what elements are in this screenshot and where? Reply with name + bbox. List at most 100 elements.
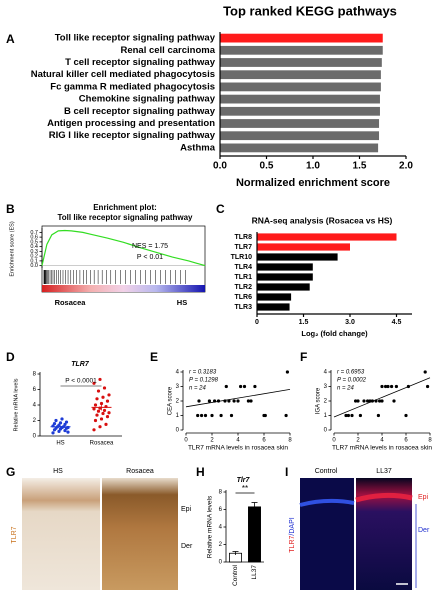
panel-letter: C xyxy=(216,202,225,216)
y-tick-label: 0.0 xyxy=(30,263,38,269)
panel-letter: A xyxy=(6,32,15,46)
data-point xyxy=(101,411,105,416)
y-tick-label: 0.6 xyxy=(30,235,38,241)
annotation: P = 0.1298 xyxy=(189,378,219,384)
x-tick-label: 1.5 xyxy=(353,161,367,172)
data-point xyxy=(354,399,358,403)
panel-i: I Control LL37 TLR7/DAPI Epi Der xyxy=(285,465,430,590)
data-point xyxy=(376,413,380,418)
data-point xyxy=(197,399,201,403)
y-tick-label: 0 xyxy=(33,434,37,440)
data-point xyxy=(104,422,108,426)
y-tick-label: 6 xyxy=(219,507,223,513)
y-tick-label: 4 xyxy=(33,403,37,409)
y-tick-label: 3 xyxy=(324,384,328,390)
annotation: P = 0.0002 xyxy=(337,378,367,384)
chart-title: RNA-seq analysis (Rosacea vs HS) xyxy=(252,215,393,225)
data-point xyxy=(285,370,289,374)
bar xyxy=(257,233,397,241)
x-tick-label: 2.0 xyxy=(399,161,413,172)
data-point xyxy=(57,429,61,433)
annotation: P < 0.0001 xyxy=(65,378,97,385)
bar xyxy=(257,303,290,311)
x-tick-label: LL37 xyxy=(251,565,258,580)
category-label: T cell receptor signaling pathway xyxy=(65,57,216,68)
bar xyxy=(220,143,379,153)
x-axis-label: TLR7 mRNA levels in rosacea skin xyxy=(332,445,432,452)
data-point xyxy=(362,399,366,403)
data-point xyxy=(96,409,101,413)
x-tick-label: 2 xyxy=(210,438,214,444)
category-label: TLR4 xyxy=(235,264,253,271)
bar xyxy=(257,273,313,281)
y-tick-label: 8 xyxy=(33,372,37,378)
y-axis-label: CEA score xyxy=(168,386,174,415)
data-point xyxy=(346,413,350,418)
y-tick-label: 0.1 xyxy=(30,258,38,264)
y-tick-label: 8 xyxy=(219,490,223,496)
data-point xyxy=(392,399,396,403)
data-point xyxy=(386,384,390,389)
data-point xyxy=(284,413,288,418)
category-label: TLR7 xyxy=(235,244,253,251)
column-label: Rosacea xyxy=(126,468,154,475)
annotation: n = 24 xyxy=(189,386,207,392)
panel-letter: I xyxy=(285,465,288,479)
chart-title: Top ranked KEGG pathways xyxy=(223,3,397,18)
data-point xyxy=(105,415,110,419)
data-point xyxy=(390,384,394,389)
data-point xyxy=(366,399,370,403)
y-tick-label: 4 xyxy=(176,370,180,376)
category-label: TLR10 xyxy=(231,254,253,261)
data-point xyxy=(242,384,247,389)
data-point xyxy=(93,403,98,407)
data-point xyxy=(253,384,257,389)
data-point xyxy=(52,422,57,426)
data-point xyxy=(394,384,398,389)
data-point xyxy=(96,389,101,393)
data-point xyxy=(63,422,67,426)
y-tick-label: 0 xyxy=(176,428,180,434)
x-tick-label: 1.5 xyxy=(299,319,309,326)
rank-gradient xyxy=(42,285,205,292)
x-tick-label: 0 xyxy=(184,438,188,444)
annotation: ** xyxy=(242,484,248,493)
data-point xyxy=(404,413,408,418)
chart-title: TLR7 xyxy=(71,361,90,368)
layer-label: Epi xyxy=(418,494,429,501)
panel-letter: D xyxy=(6,350,15,364)
data-point xyxy=(426,384,430,389)
category-label: TLR3 xyxy=(235,304,253,311)
data-point xyxy=(95,397,99,401)
data-point xyxy=(224,384,228,389)
x-tick-label: 8 xyxy=(428,438,432,444)
x-tick-label: 4 xyxy=(236,438,240,444)
group-label: HS xyxy=(177,298,187,307)
data-point xyxy=(64,420,69,424)
data-point xyxy=(203,413,208,418)
x-tick-label: 4.5 xyxy=(392,319,402,326)
enrichment-curve xyxy=(41,229,206,267)
data-point xyxy=(356,399,360,403)
category-label: B cell receptor signaling pathway xyxy=(64,106,216,117)
x-tick-label: 0 xyxy=(255,319,259,326)
annotation: P < 0.01 xyxy=(137,254,163,261)
data-point xyxy=(54,418,58,423)
x-axis-label: Normalized enrichment score xyxy=(236,177,390,189)
category-label: RIG I like receptor signaling pathway xyxy=(49,130,216,141)
layer-label: Der xyxy=(418,527,430,534)
data-point xyxy=(98,377,102,382)
bar xyxy=(257,243,350,251)
y-tick-label: 3 xyxy=(176,384,180,390)
regression-line xyxy=(185,389,291,408)
y-tick-label: 4 xyxy=(324,370,328,376)
stain-label: TLR7 xyxy=(11,526,18,543)
y-tick-label: 0 xyxy=(324,428,328,434)
y-tick-label: 2 xyxy=(219,542,223,548)
data-point xyxy=(102,408,107,413)
data-point xyxy=(63,428,67,433)
annotation: n = 24 xyxy=(337,386,355,392)
data-point xyxy=(227,399,231,403)
bar xyxy=(257,283,310,291)
x-tick-label: 2 xyxy=(356,438,360,444)
